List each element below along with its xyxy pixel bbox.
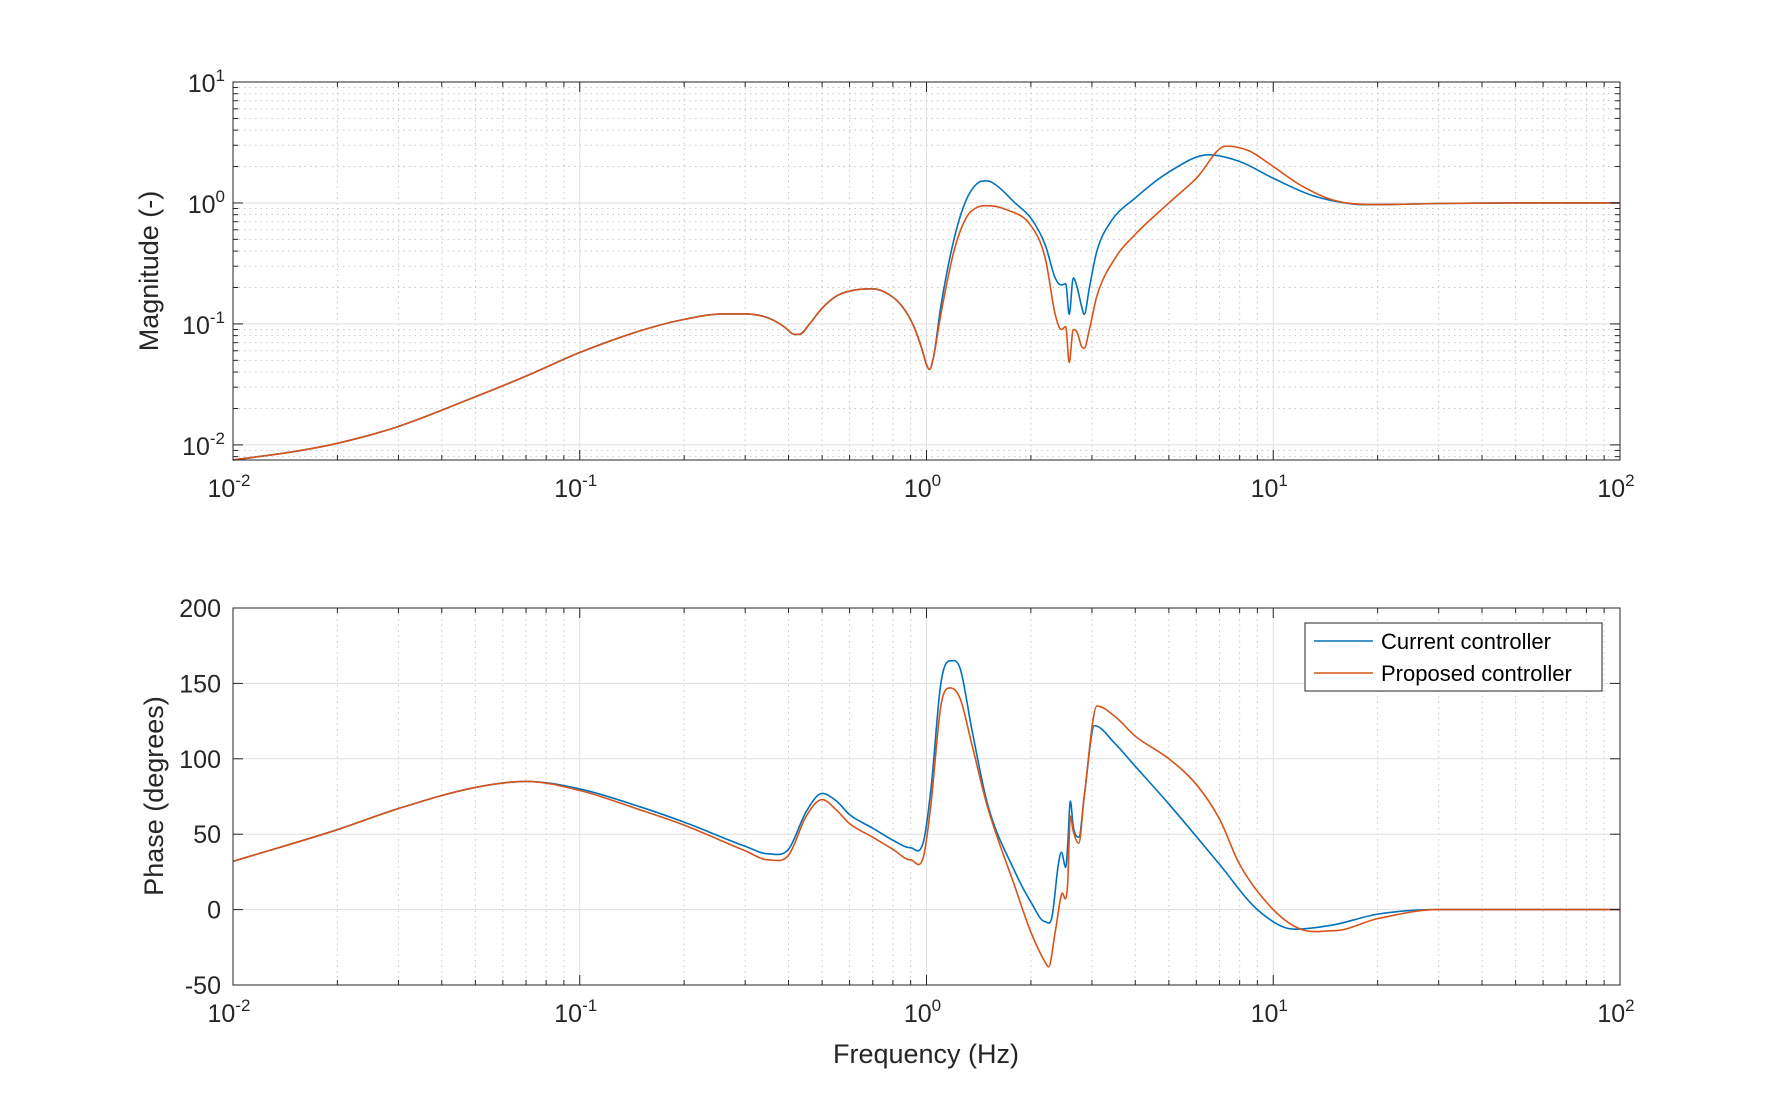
legend-label-current: Current controller <box>1381 629 1551 654</box>
magnitude-y-label: Magnitude (-) <box>134 191 164 352</box>
magnitude-y-tick-labels: 10-2 10-1 100 101 <box>182 66 225 461</box>
phase-plot: 10-2 10-1 100 101 102 -50 0 50 100 150 200 Phase … <box>139 595 1635 1069</box>
y-tick-label: 100 <box>179 746 221 774</box>
legend-box <box>1304 622 1603 692</box>
x-tick-label: 10-1 <box>554 996 597 1028</box>
x-tick-label: 10-1 <box>554 471 597 503</box>
y-tick-label: -50 <box>185 972 221 1000</box>
y-tick-label: 100 <box>188 187 225 219</box>
y-tick-label: 200 <box>179 595 221 623</box>
phase-y-label: Phase (degrees) <box>139 696 169 896</box>
phase-y-tick-labels: -50 0 50 100 150 200 <box>179 595 221 1000</box>
y-tick-label: 0 <box>207 897 221 925</box>
y-tick-label: 50 <box>193 821 221 849</box>
x-tick-label: 101 <box>1251 996 1288 1028</box>
x-tick-label: 102 <box>1597 471 1634 503</box>
phase-tick-marks <box>232 607 1621 986</box>
proposed-controller-ph-line <box>232 687 1620 968</box>
legend-label-proposed: Proposed controller <box>1381 661 1572 686</box>
y-tick-label: 10-2 <box>182 429 225 461</box>
x-tick-label: 10-2 <box>208 996 251 1028</box>
x-tick-label: 102 <box>1597 996 1634 1028</box>
phase-x-tick-labels: 10-2 10-1 100 101 102 <box>208 996 1635 1028</box>
magnitude-x-tick-labels: 10-2 10-1 100 101 102 <box>208 471 1635 503</box>
magnitude-series <box>232 145 1620 461</box>
magnitude-plot: 10-2 10-1 100 101 102 10-2 10-1 100 101 Magnitu… <box>134 66 1635 503</box>
x-tick-label: 100 <box>904 471 941 503</box>
proposed-controller-mag-line <box>232 145 1620 461</box>
x-tick-label: 10-2 <box>208 471 251 503</box>
x-tick-label: 100 <box>904 996 941 1028</box>
x-tick-label: 101 <box>1251 471 1288 503</box>
y-tick-label: 101 <box>188 66 225 98</box>
y-tick-label: 150 <box>179 670 221 698</box>
current-controller-ph-line <box>232 659 1620 930</box>
phase-series <box>232 659 1620 968</box>
legend: Current controller Proposed controller <box>1304 622 1603 692</box>
y-tick-label: 10-1 <box>182 308 225 340</box>
phase-x-label: Frequency (Hz) <box>833 1039 1019 1069</box>
magnitude-tick-marks <box>232 81 1621 460</box>
